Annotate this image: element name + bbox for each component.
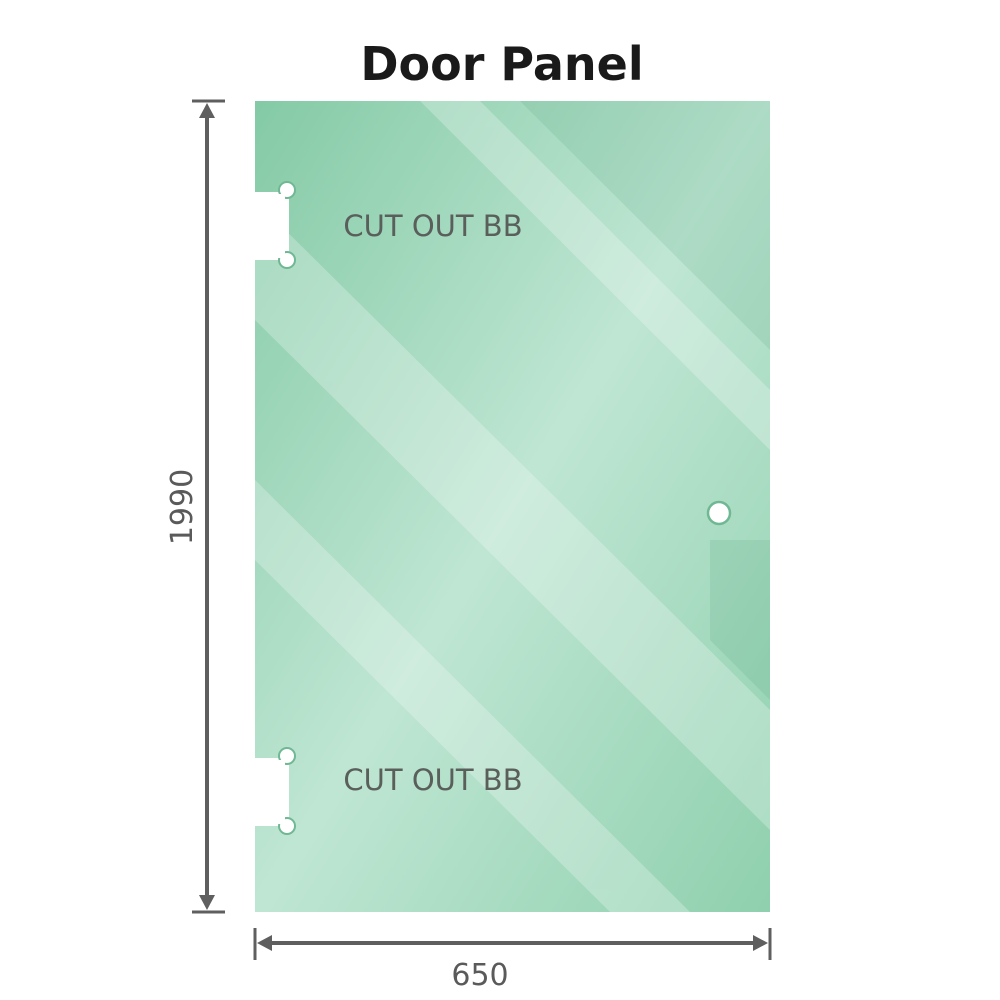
diagram-title: Door Panel	[360, 37, 643, 91]
width-dimension	[253, 928, 772, 960]
height-dimension	[192, 99, 225, 914]
handle-hole-icon	[706, 500, 732, 526]
cutout-bottom-label: CUT OUT BB	[343, 763, 522, 797]
glass-panel	[255, 101, 770, 912]
cutout-top-label: CUT OUT BB	[343, 209, 522, 243]
height-label: 1990	[165, 469, 200, 545]
width-label: 650	[451, 958, 508, 993]
